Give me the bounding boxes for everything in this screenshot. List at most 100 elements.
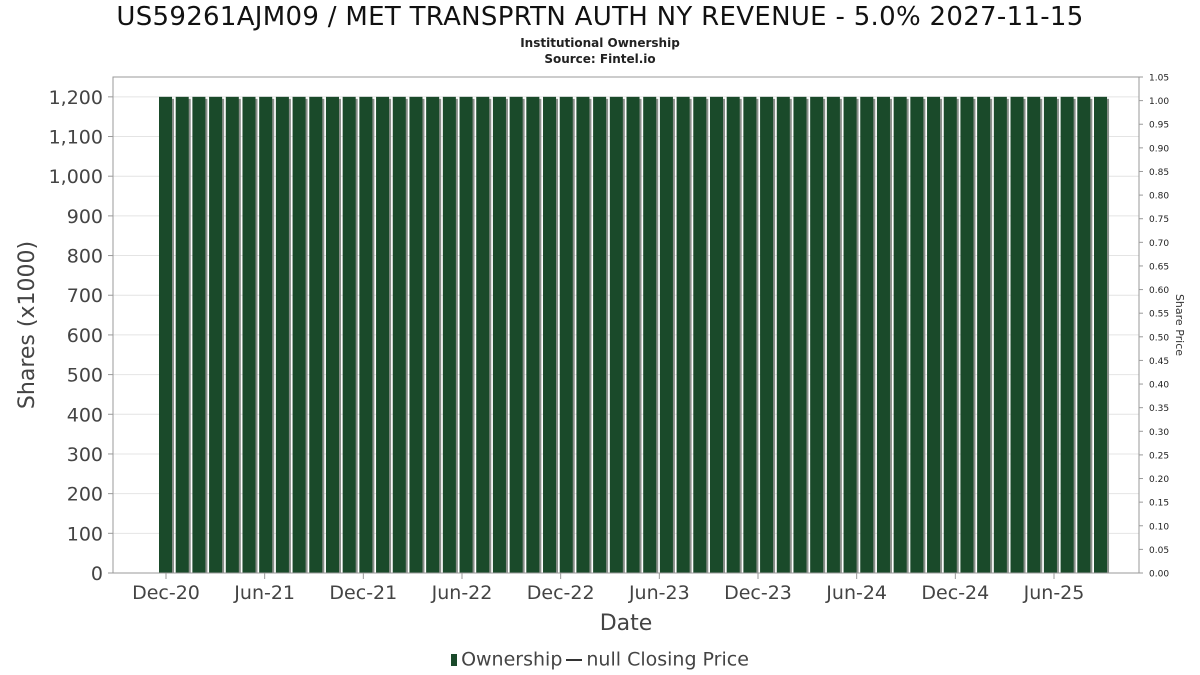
- y2-tick-label: 0.50: [1149, 333, 1169, 343]
- y2-tick-label: 0.40: [1149, 381, 1169, 391]
- y-axis-right: 0.00 0.05 0.10 0.15 0.20 0.25 0.30 0.35 0.40 0.45…: [1139, 74, 1169, 580]
- y2-tick-label: 0.95: [1149, 121, 1169, 131]
- x-axis-label: Date: [600, 611, 653, 636]
- ownership-bar: [893, 96, 907, 573]
- ownership-bar: [1010, 96, 1024, 573]
- y2-tick-label: 0.60: [1149, 286, 1169, 296]
- x-tick-label: Dec-21: [329, 582, 397, 604]
- y-axis-left: 0 100 200 300 400 500 600 700 800 900 1,000 1,100 1,…: [49, 87, 113, 585]
- ownership-bar: [359, 96, 373, 573]
- ownership-bar: [492, 96, 506, 573]
- ownership-bar: [609, 96, 623, 573]
- x-tick-label: Jun-22: [431, 582, 493, 604]
- ownership-bar: [726, 96, 740, 573]
- y-tick-label: 500: [67, 365, 103, 387]
- ownership-bar: [977, 96, 991, 573]
- ownership-bar: [259, 96, 273, 573]
- legend: Ownership null Closing Price: [0, 648, 1200, 671]
- ownership-bar: [1043, 96, 1057, 573]
- ownership-bar: [509, 96, 523, 573]
- chart-title: US59261AJM09 / MET TRANSPRTN AUTH NY REV…: [116, 2, 1084, 32]
- ownership-bar: [843, 96, 857, 573]
- y2-tick-label: 0.80: [1149, 192, 1169, 202]
- ownership-bar: [860, 96, 874, 573]
- chart-source: Source: Fintel.io: [544, 52, 656, 66]
- ownership-bar: [392, 96, 406, 573]
- x-tick-label: Dec-22: [527, 582, 595, 604]
- x-tick-label: Jun-25: [1023, 582, 1085, 604]
- x-tick-label: Dec-23: [724, 582, 792, 604]
- y-tick-label: 300: [67, 444, 103, 466]
- plot-frame: [112, 76, 1140, 574]
- x-tick-label: Dec-24: [921, 582, 989, 604]
- ownership-bar: [225, 96, 239, 573]
- ownership-bar: [426, 96, 440, 573]
- ownership-bar: [209, 96, 223, 573]
- y-tick-label: 100: [67, 523, 103, 545]
- y2-tick-label: 0.30: [1149, 428, 1169, 438]
- ownership-bar: [309, 96, 323, 573]
- ownership-bar: [676, 96, 690, 573]
- ownership-bar: [192, 96, 206, 573]
- ownership-bar: [159, 96, 173, 573]
- ownership-bar: [993, 96, 1007, 573]
- ownership-bar: [442, 96, 456, 573]
- ownership-bar: [693, 96, 707, 573]
- x-tick-label: Dec-20: [132, 582, 200, 604]
- ownership-bar: [643, 96, 657, 573]
- y2-axis-label: Share Price: [1173, 294, 1186, 356]
- y2-tick-label: 0.70: [1149, 239, 1169, 249]
- y2-tick-label: 0.45: [1149, 357, 1169, 367]
- ownership-bar: [960, 96, 974, 573]
- legend-price: null Closing Price: [586, 648, 749, 671]
- y2-tick-label: 0.05: [1149, 546, 1169, 556]
- y-tick-label: 600: [67, 325, 103, 347]
- y2-tick-label: 0.65: [1149, 262, 1169, 272]
- y2-tick-label: 0.90: [1149, 144, 1169, 154]
- ownership-bar: [1060, 96, 1074, 573]
- ownership-bar: [927, 96, 941, 573]
- y2-tick-label: 0.20: [1149, 475, 1169, 485]
- ownership-bar: [876, 96, 890, 573]
- ownership-bar: [943, 96, 957, 573]
- x-tick-label: Jun-21: [233, 582, 295, 604]
- y2-tick-label: 0.00: [1149, 570, 1169, 580]
- chart-subtitle: Institutional Ownership: [520, 36, 680, 50]
- ownership-bar: [1027, 96, 1041, 573]
- legend-ownership: Ownership: [461, 648, 563, 671]
- ownership-bar: [826, 96, 840, 573]
- y-tick-label: 0: [91, 563, 103, 585]
- ownership-bar: [476, 96, 490, 573]
- y2-tick-label: 0.35: [1149, 404, 1169, 414]
- ownership-bar: [576, 96, 590, 573]
- ownership-bar: [459, 96, 473, 573]
- x-tick-label: Jun-24: [825, 582, 887, 604]
- y-tick-label: 800: [67, 246, 103, 268]
- x-tick-label: Jun-23: [628, 582, 690, 604]
- ownership-bar: [810, 96, 824, 573]
- y-axis-label: Shares (x1000): [15, 241, 40, 409]
- ownership-bar: [1077, 96, 1091, 573]
- price-line-swatch: [566, 658, 583, 661]
- ownership-bar: [376, 96, 390, 573]
- y2-tick-label: 1.00: [1149, 97, 1169, 107]
- ownership-bar: [342, 96, 356, 573]
- y-tick-label: 1,200: [49, 87, 103, 109]
- ownership-bar: [593, 96, 607, 573]
- ownership-bar: [709, 96, 724, 573]
- y-tick-label: 900: [67, 206, 103, 228]
- ownership-bar: [543, 96, 557, 573]
- ownership-bar: [760, 96, 774, 573]
- y-tick-label: 400: [67, 404, 103, 426]
- ownership-bar: [626, 96, 640, 573]
- ownership-bar: [275, 96, 289, 573]
- ownership-bar: [659, 96, 673, 573]
- ownership-bar: [526, 96, 540, 573]
- y2-tick-label: 1.05: [1149, 74, 1169, 84]
- y2-tick-label: 0.10: [1149, 522, 1169, 532]
- ownership-bar: [175, 96, 189, 573]
- ownership-bar: [559, 96, 573, 573]
- y2-tick-label: 0.85: [1149, 168, 1169, 178]
- ownership-bar: [910, 96, 924, 573]
